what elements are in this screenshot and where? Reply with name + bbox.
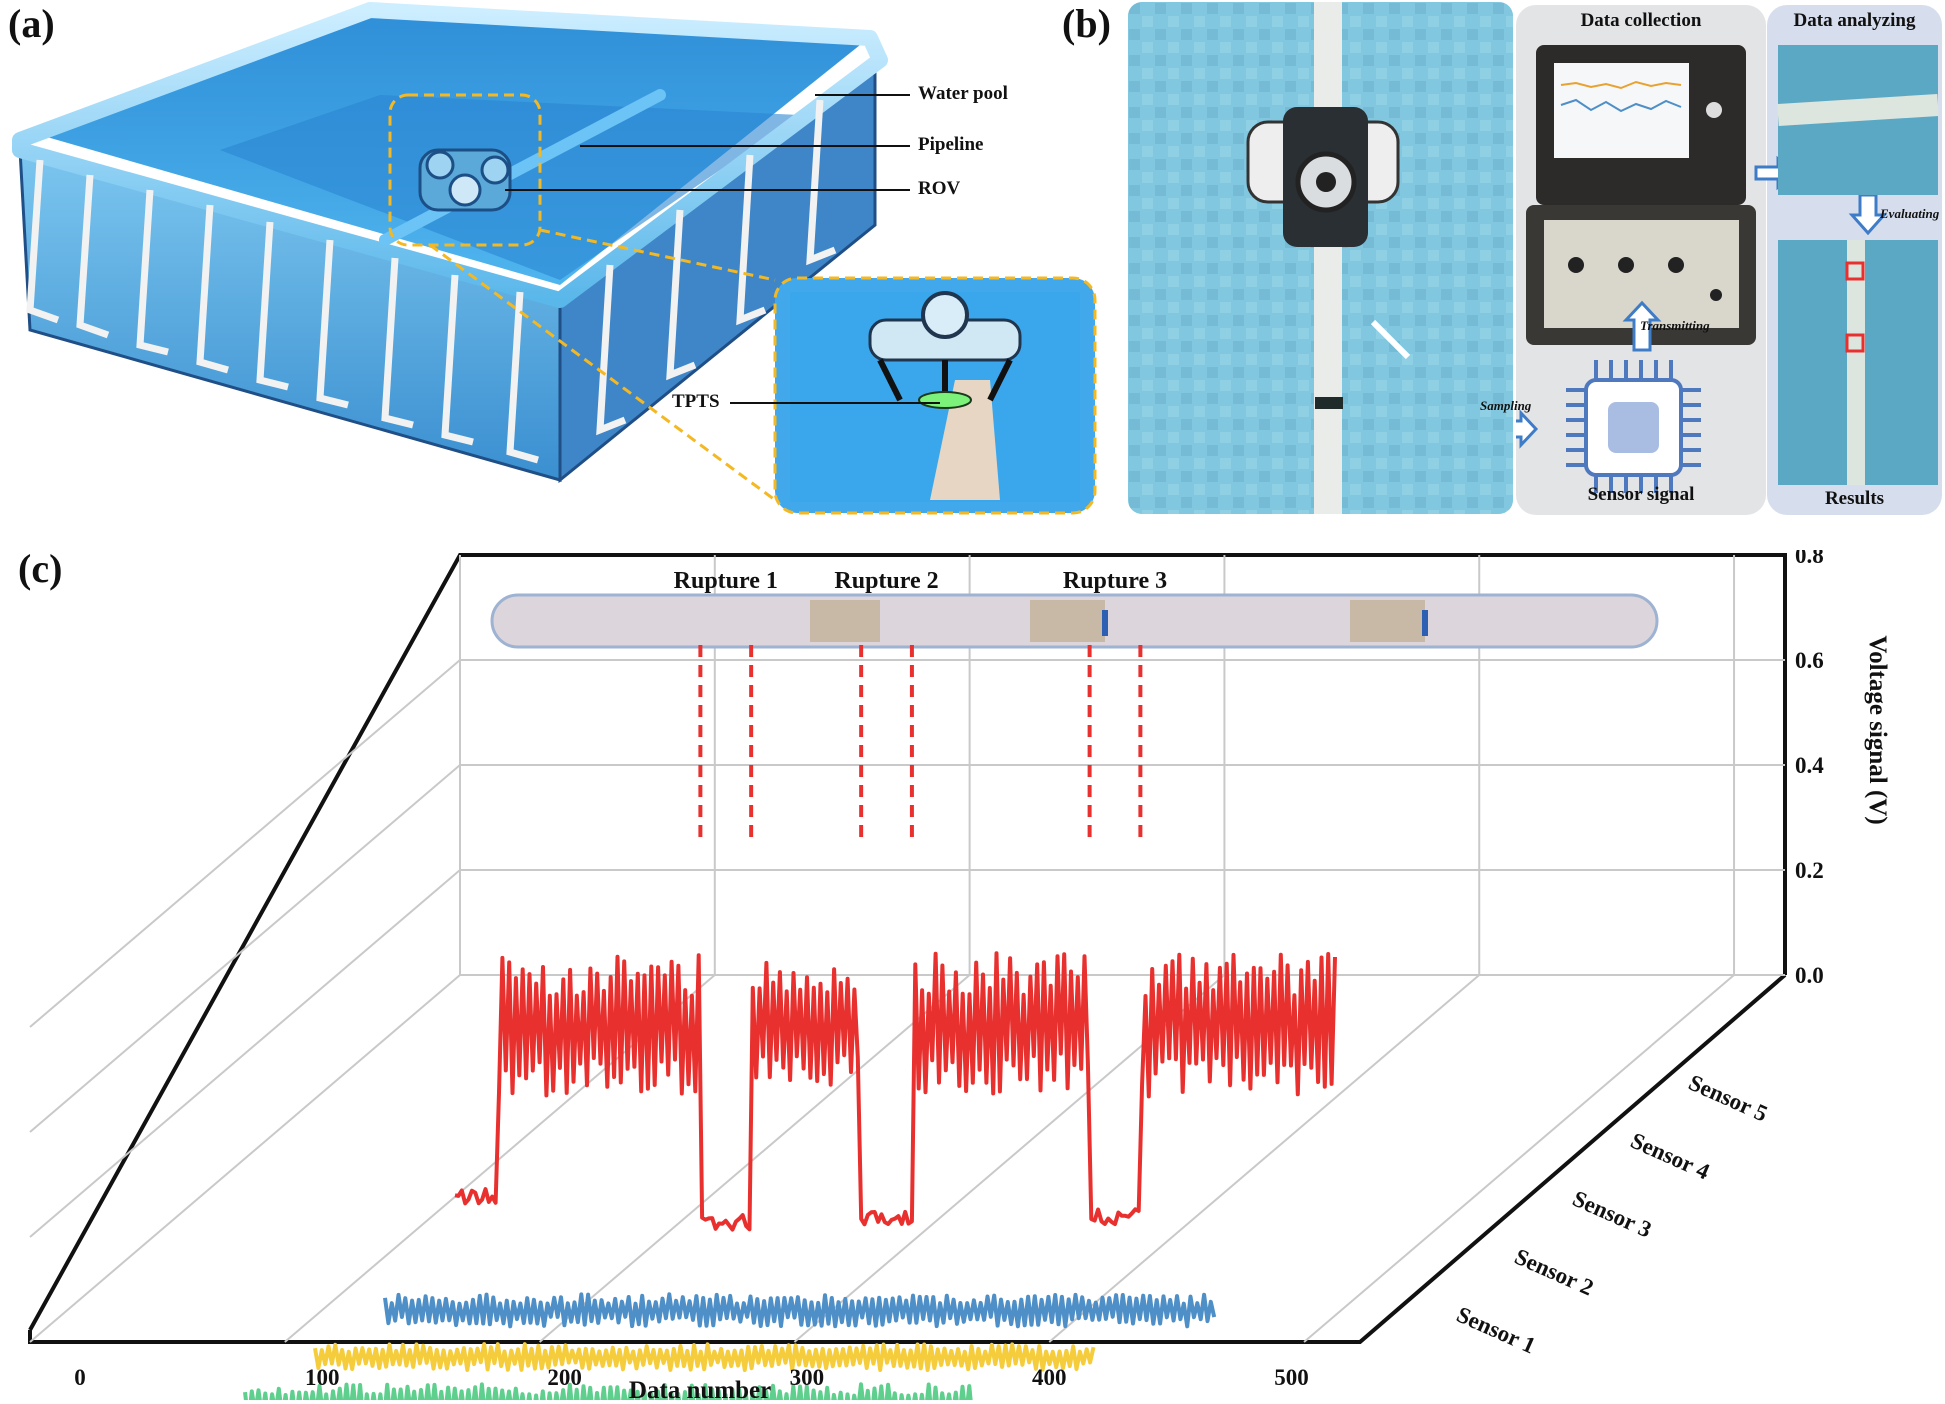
depth-label: Sensor 5 — [1685, 1070, 1771, 1127]
analysis-images — [1777, 45, 1939, 485]
pipeline — [379, 89, 666, 246]
tpts-sensor — [918, 391, 972, 409]
callout-pipeline: Pipeline — [918, 134, 984, 155]
callout-rov: ROV — [918, 178, 961, 199]
depth-label: Sensor 3 — [1569, 1186, 1655, 1243]
sampling-label: Sampling — [1480, 398, 1532, 413]
rov-photo — [1128, 2, 1513, 514]
data-analyzing-title: Data analyzing — [1793, 10, 1916, 31]
y-tick-label: 0.4 — [1795, 753, 1824, 778]
rupture-label: Rupture 3 — [1063, 568, 1167, 594]
x-tick-label: 300 — [790, 1365, 825, 1390]
rupture-pipeline — [490, 593, 1659, 649]
series-line-sensor-4 — [383, 1292, 1217, 1329]
y-tick-label: 0.2 — [1795, 858, 1824, 883]
series-group — [243, 951, 1337, 1400]
rupture-label: Rupture 1 — [674, 568, 778, 594]
depth-label: Sensor 1 — [1453, 1302, 1539, 1359]
depth-label: Sensor 2 — [1511, 1244, 1597, 1301]
panel-label-b: (b) — [1062, 1, 1111, 46]
sensor-chip-icon — [1566, 360, 1701, 493]
y-tick-label: 0.6 — [1795, 648, 1824, 673]
results-label: Results — [1824, 488, 1885, 509]
x-tick-label: 200 — [547, 1365, 582, 1390]
transmitting-label: Transmitting — [1640, 318, 1710, 333]
x-tick-label: 500 — [1274, 1365, 1309, 1390]
evaluating-label: Evaluating — [1880, 206, 1940, 221]
y-tick-label: 0.0 — [1795, 963, 1824, 988]
x-tick-label: 0 — [74, 1365, 86, 1390]
pool-rim — [12, 2, 888, 308]
y-axis-title: Voltage signal (V) — [1864, 635, 1891, 824]
x-tick-label: 100 — [305, 1365, 340, 1390]
data-logger-device — [1526, 45, 1756, 345]
sampling-arrow — [1516, 409, 1539, 449]
waterfall-chart: Rupture 1 Rupture 2 Rupture 3 0.0 0.2 0.4 0.6… — [28, 550, 1891, 1400]
callout-water-pool: Water pool — [918, 83, 1008, 104]
callout-tpts: TPTS — [672, 391, 720, 412]
evaluating-arrow — [1848, 193, 1888, 236]
data-collection-title: Data collection — [1580, 10, 1702, 31]
x-axis-title: Data number — [629, 1377, 771, 1400]
rov-model — [418, 148, 512, 212]
pool-illustration — [12, 2, 1097, 515]
panel-label-a: (a) — [8, 1, 55, 46]
chart-grid — [29, 555, 1785, 1343]
depth-label: Sensor 4 — [1627, 1128, 1714, 1185]
sensor-signal-label: Sensor signal — [1587, 484, 1695, 505]
panel-b-graphics — [1516, 45, 1939, 493]
series-line-sensor-2 — [243, 1382, 973, 1400]
rupture-markers: Rupture 1 Rupture 2 Rupture 3 — [674, 568, 1167, 840]
transmitting-arrow — [1622, 300, 1662, 352]
panel-label-c: (c) — [18, 546, 63, 591]
x-tick-label: 400 — [1032, 1365, 1067, 1390]
pool-frame — [26, 99, 837, 464]
series-line-sensor-5 — [454, 951, 1337, 1232]
y-tick-label: 0.8 — [1795, 550, 1824, 568]
series-line-sensor-3 — [313, 1342, 1096, 1372]
rupture-label: Rupture 2 — [834, 568, 938, 594]
zoom-box-small — [388, 93, 542, 247]
